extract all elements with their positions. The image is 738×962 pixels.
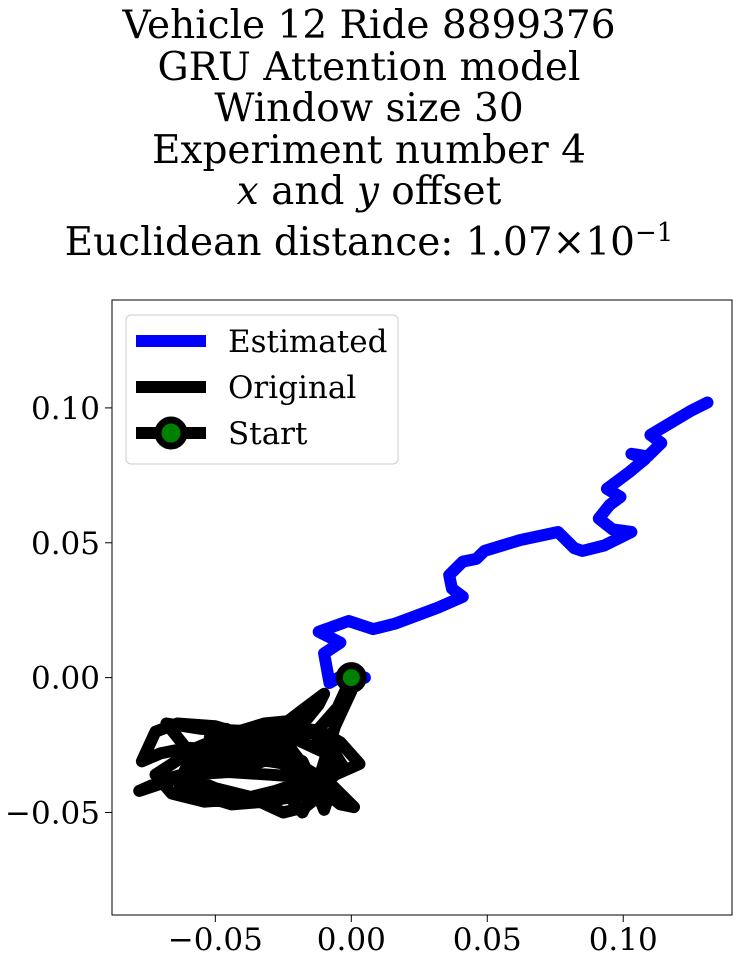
start-point-marker	[335, 662, 367, 694]
legend-estimated-label: Estimated	[228, 324, 387, 360]
title-line-6: Euclidean distance: 1.07×10−1	[0, 213, 738, 264]
title-line-3: Window size 30	[214, 86, 524, 132]
legend: Estimated Original Start	[125, 314, 399, 465]
x-tick-label: −0.05	[168, 922, 263, 958]
legend-start-marker	[154, 416, 188, 450]
title-base: 10	[585, 219, 635, 265]
y-tick-label: 0.05	[31, 526, 100, 562]
y-axis: 0.10 0.05 0.00 −0.05	[5, 391, 112, 832]
title-x-symbol: x	[236, 169, 259, 215]
y-tick-label: 0.00	[31, 661, 100, 697]
series-line-estimated	[312, 396, 714, 689]
legend-box	[125, 314, 399, 465]
title-line-1: Vehicle 12 Ride 8899376	[122, 3, 616, 48]
series-line-original	[133, 671, 366, 819]
title-offset: offset	[378, 169, 502, 215]
title-distance-prefix: Euclidean distance: 1.07	[64, 219, 553, 265]
y-tick-label: −0.05	[5, 796, 100, 832]
title-line-5: x and y offset	[0, 171, 738, 213]
title-and: and	[258, 169, 357, 215]
title-line-2: GRU Attention model	[157, 44, 581, 90]
title-line-4: Experiment number 4	[152, 127, 586, 173]
plot-frame	[111, 299, 733, 916]
legend-start-label: Start	[228, 416, 308, 452]
legend-original-label: Original	[228, 370, 356, 406]
x-tick-label: 0.10	[589, 922, 658, 958]
x-axis: −0.05 0.00 0.05 0.10	[168, 915, 658, 958]
series-layer	[133, 396, 714, 819]
x-tick-label: 0.00	[317, 922, 386, 958]
y-tick-label: 0.10	[31, 391, 100, 427]
title-times: ×	[552, 219, 586, 265]
title-exponent: −1	[634, 217, 674, 248]
chart-title: Vehicle 12 Ride 8899376 GRU Attention mo…	[0, 0, 738, 264]
x-tick-label: 0.05	[453, 922, 522, 958]
title-y-symbol: y	[356, 169, 379, 215]
